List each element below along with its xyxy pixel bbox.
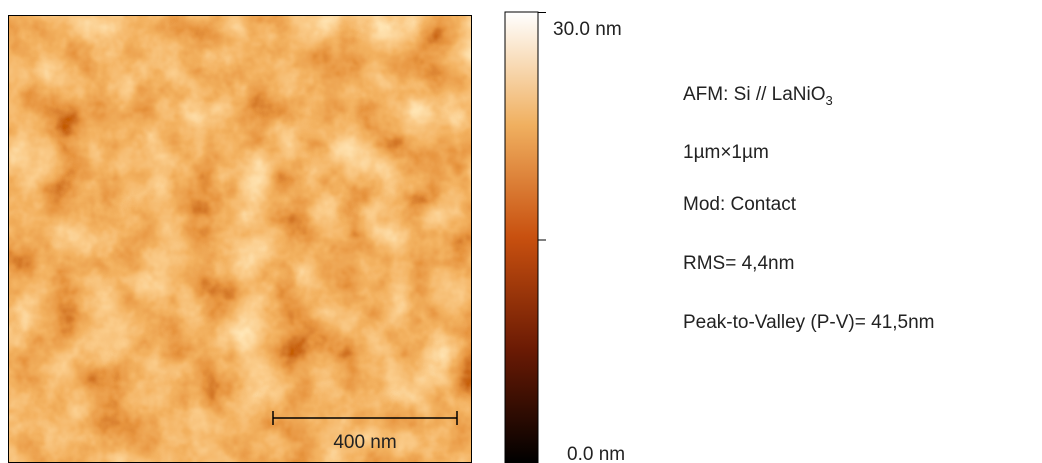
- info-block: AFM: Si // LaNiO3 1µm×1µm Mod: Contact R…: [683, 84, 935, 333]
- info-text: AFM: Si // LaNiO: [683, 84, 826, 105]
- info-line: Mod: Contact: [683, 194, 797, 215]
- image-texture: [8, 15, 472, 463]
- info-line: 1µm×1µm: [683, 142, 769, 163]
- colorbar: 30.0 nm 0.0 nm: [505, 12, 625, 463]
- colorbar-min-label: 0.0 nm: [567, 444, 625, 463]
- scale-bar-label: 400 nm: [333, 432, 396, 453]
- info-line: AFM: Si // LaNiO3: [683, 84, 833, 108]
- info-line: Peak-to-Valley (P-V)= 41,5nm: [683, 312, 935, 333]
- page: 400 nm 30.0 nm 0.0 nm AFM: Si // LaNiO3 …: [0, 0, 1042, 463]
- colorbar-max-label: 30.0 nm: [553, 19, 622, 40]
- figure: 400 nm 30.0 nm 0.0 nm AFM: Si // LaNiO3 …: [0, 0, 1042, 463]
- info-subscript: 3: [826, 93, 833, 108]
- colorbar-gradient: [505, 12, 538, 463]
- info-line: RMS= 4,4nm: [683, 253, 794, 274]
- afm-image: 400 nm: [8, 15, 472, 463]
